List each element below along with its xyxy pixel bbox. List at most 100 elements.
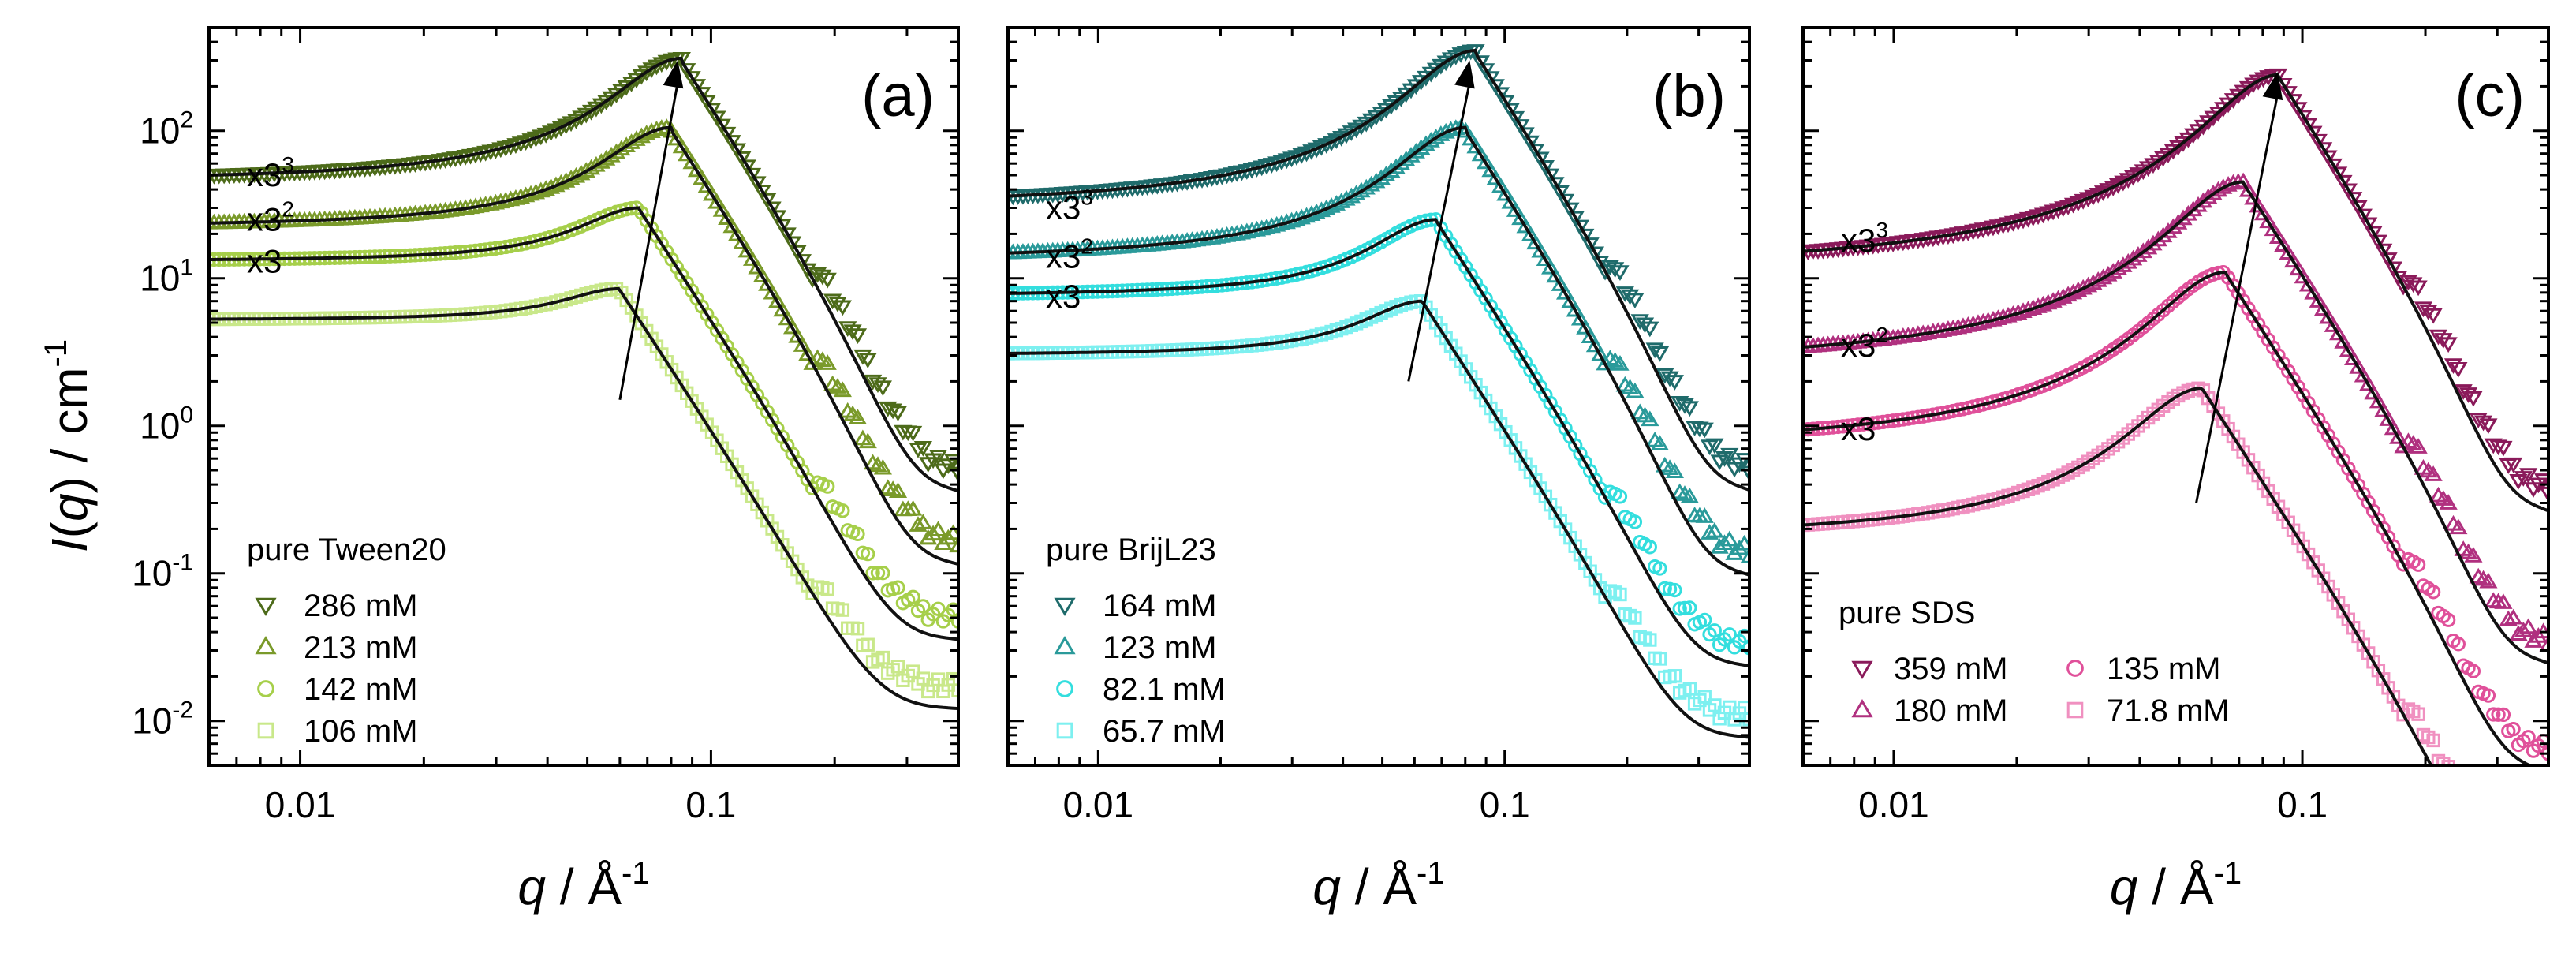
data-point xyxy=(2458,804,2469,815)
data-point xyxy=(718,209,737,226)
data-point xyxy=(733,151,752,167)
data-point xyxy=(693,169,711,185)
data-point xyxy=(818,272,837,289)
data-point xyxy=(2384,419,2403,436)
data-point xyxy=(722,135,741,151)
legend-marker xyxy=(255,597,277,616)
data-point xyxy=(1477,153,1495,170)
data-point xyxy=(1501,193,1520,209)
data-point xyxy=(678,63,696,79)
data-point xyxy=(1627,514,1643,529)
data-point xyxy=(2479,572,2498,589)
data-point xyxy=(1652,652,1667,666)
data-point xyxy=(903,425,923,442)
data-point xyxy=(2486,707,2501,722)
data-point xyxy=(2354,208,2373,225)
data-point xyxy=(2404,277,2423,293)
data-point xyxy=(1700,524,1719,540)
data-point xyxy=(2464,391,2483,407)
data-point xyxy=(712,201,731,217)
data-point xyxy=(1561,292,1580,308)
data-point xyxy=(861,546,875,562)
data-point xyxy=(2464,547,2483,563)
data-point xyxy=(773,301,792,317)
data-point xyxy=(1657,581,1672,596)
data-point xyxy=(778,309,797,326)
data-point xyxy=(2507,854,2518,865)
data-point xyxy=(798,345,817,361)
data-point xyxy=(850,526,865,542)
data-point xyxy=(1570,219,1590,236)
data-point xyxy=(1546,267,1565,283)
data-point xyxy=(820,479,835,494)
data-point xyxy=(2503,858,2514,869)
legend-title: pure BrijL23 xyxy=(1046,533,1216,567)
data-point xyxy=(2339,183,2358,200)
data-point xyxy=(1740,548,1749,563)
fit-curve xyxy=(1803,180,2548,665)
data-point xyxy=(865,566,880,581)
data-point xyxy=(1641,321,1659,338)
data-point xyxy=(2328,324,2348,341)
data-point xyxy=(2309,292,2328,308)
panel-1: 0.01 0.1q / Å-110210110010-110-2(a)x33x32… xyxy=(132,26,960,915)
legend-marker xyxy=(2066,701,2084,719)
data-point xyxy=(2409,438,2428,454)
legend: pure SDS 359 mM 180 mM 135 mM 71.8 mM xyxy=(1839,596,2230,728)
data-point xyxy=(1581,237,1600,253)
legend-marker xyxy=(1054,636,1076,655)
series-213-mM xyxy=(209,118,958,566)
data-point xyxy=(1531,241,1550,258)
plot-area xyxy=(1008,44,1749,739)
series-135-mM xyxy=(1803,264,2548,765)
data-point xyxy=(2344,192,2363,207)
trend-arrow xyxy=(618,82,679,401)
data-point xyxy=(828,297,847,312)
data-point xyxy=(913,440,932,457)
y-tick-label: 10-1 xyxy=(132,550,193,594)
data-point xyxy=(2319,308,2338,324)
legend-entry: 213 mM xyxy=(304,630,418,665)
data-point xyxy=(2477,827,2488,838)
data-point xyxy=(1481,161,1500,178)
data-point xyxy=(1680,401,1699,417)
data-point xyxy=(707,193,726,209)
scale-factor-label: x33 xyxy=(1046,185,1093,226)
data-point xyxy=(2359,217,2378,234)
data-point xyxy=(2253,204,2273,221)
data-point xyxy=(2483,828,2494,839)
data-point xyxy=(1456,121,1476,138)
data-point xyxy=(888,482,908,498)
data-point xyxy=(2488,439,2508,456)
data-point xyxy=(1710,538,1729,554)
data-point xyxy=(788,245,807,261)
data-point xyxy=(2268,228,2288,245)
scale-factor-label: x32 xyxy=(1841,323,1888,364)
trend-arrow xyxy=(2195,93,2279,503)
data-point xyxy=(890,660,905,674)
data-point xyxy=(2522,859,2533,870)
data-point xyxy=(788,327,807,343)
data-point xyxy=(2324,316,2343,332)
trend-arrow xyxy=(1407,82,1471,382)
data-point xyxy=(758,193,777,209)
axes-frame xyxy=(207,26,960,767)
data-point xyxy=(1645,342,1664,359)
data-point xyxy=(2518,864,2529,875)
plot-area xyxy=(209,52,958,710)
data-point xyxy=(1521,135,1540,151)
data-point xyxy=(1611,265,1630,282)
data-point xyxy=(903,499,923,516)
data-point xyxy=(913,514,932,529)
data-point xyxy=(1697,612,1712,628)
fit-curve xyxy=(209,125,958,566)
fit-curve xyxy=(1008,299,1749,739)
data-point xyxy=(875,566,890,581)
data-point xyxy=(1585,336,1605,353)
data-point xyxy=(843,324,862,341)
data-point xyxy=(1486,79,1505,95)
y-tick-label: 10-2 xyxy=(132,697,193,742)
data-point xyxy=(2503,457,2523,473)
